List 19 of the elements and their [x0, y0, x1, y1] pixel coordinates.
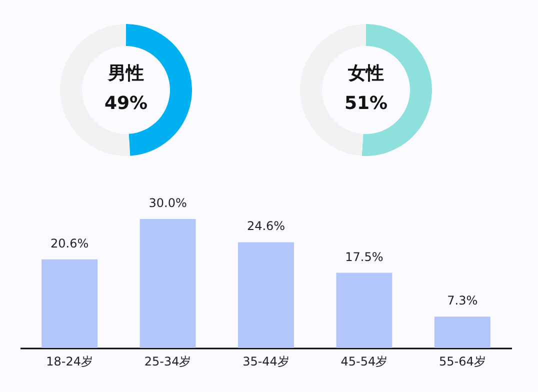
data-label: 7.3% — [447, 294, 478, 308]
x-tick-label: 55-64岁 — [438, 354, 486, 368]
slice-label: 男性 — [107, 63, 144, 84]
data-label: 20.6% — [50, 236, 89, 250]
bar — [140, 219, 196, 348]
data-label: 30.0% — [148, 196, 187, 210]
data-label: 49% — [104, 93, 148, 114]
bar — [336, 272, 392, 348]
x-tick-label: 35-44岁 — [242, 354, 290, 368]
data-label: 24.6% — [246, 219, 286, 234]
data-label: 51% — [344, 93, 388, 114]
bar — [434, 316, 490, 348]
x-tick-label: 18-24岁 — [46, 354, 94, 368]
bar — [42, 259, 98, 348]
data-label: 17.5% — [345, 250, 384, 264]
bar — [238, 242, 294, 348]
x-tick-label: 25-34岁 — [144, 354, 192, 368]
slice-label: 女性 — [347, 63, 384, 84]
x-tick-label: 45-54岁 — [340, 354, 388, 368]
